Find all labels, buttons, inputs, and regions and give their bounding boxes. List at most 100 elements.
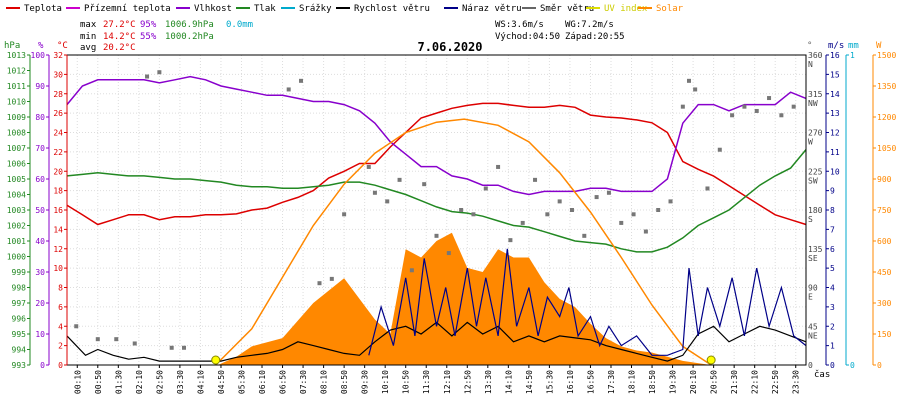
temp-axis-tick-label: 30 [53,70,63,79]
x-axis-tick-label: 17:30 [607,370,616,394]
wind-axis-tick-label: 13 [830,109,840,118]
dir-axis-tick-label: 135 [808,245,823,254]
wind-dir-point [409,268,414,273]
sun-marker [211,355,221,365]
temp-axis-tick-label: 10 [53,264,63,273]
temp-axis-tick-label: 22 [53,148,63,157]
x-axis-tick-label: 09:30 [361,370,370,394]
wind-dir-point [422,182,427,187]
press-axis-tick-label: 1011 [7,82,26,91]
dir-axis-tick-label: 315 [808,90,823,99]
wind-dir-point [329,276,334,281]
solar-axis-tick-label: 600 [877,237,892,246]
temp-axis-tick-label: 12 [53,245,63,254]
temp-axis-tick-label: 4 [58,322,63,331]
wind-dir-point [533,177,538,182]
legend-label: Náraz větru [462,4,522,14]
wind-dir-point [791,104,796,109]
press-axis-tick-label: 1003 [7,206,26,215]
chart-title: 7.06.2020 [417,40,482,54]
wind-axis-tick-label: 12 [830,129,840,138]
hum-axis-tick-label: 90 [35,82,45,91]
wind-dir-point [95,337,100,342]
wind-axis-tick-label: 5 [830,264,835,273]
legend-label: Teplota [24,4,62,14]
x-axis-tick-label: 11:30 [422,370,431,394]
x-axis-tick-label: 04:10 [196,370,205,394]
wind-direction-points [74,70,796,350]
solar-axis-tick-label: 1500 [877,51,896,60]
legend-label: Srážky [299,4,332,14]
solar-area [67,232,806,365]
press-axis-tick-label: 995 [12,330,27,339]
axis-units: hPa % °C ° m/s mm W [4,41,882,51]
wind-dir-point [157,70,162,75]
wind-dir-point [397,177,402,182]
unit-hum: % [38,41,44,51]
dir-axis-tick-sublabel: S [808,215,813,224]
dir-axis-tick-sublabel: NW [808,99,818,108]
hum-axis-tick-label: 80 [35,113,45,122]
stats-max-label: max [80,20,97,30]
x-axis-tick-label: 13:30 [484,370,493,394]
x-axis-tick-label: 02:50 [155,370,164,394]
wind-dir-point [317,281,322,286]
stats-max-press: 1006.9hPa [165,20,214,30]
press-axis-tick-label: 998 [12,284,27,293]
x-axis-tick-label: 16:50 [586,370,595,394]
wind-dir-point [434,233,439,238]
stats-block: max 27.2°C 95% 1006.9hPa 0.0mm min 14.2°… [80,20,625,53]
dir-axis-tick-label: 90 [808,284,818,293]
wind-dir-point [508,238,513,243]
x-axis-tick-label: 06:10 [258,370,267,394]
solar-axis-tick-label: 1050 [877,144,896,153]
legend-label: Tlak [254,4,276,14]
wind-axis-tick-label: 16 [830,51,840,60]
x-axis-tick-label: 03:30 [176,370,185,394]
x-axis-tick-label: 12:50 [463,370,472,394]
stats-avg-label: avg [80,43,96,53]
press-axis-tick-label: 1005 [7,175,26,184]
temp-axis-tick-label: 24 [53,129,63,138]
dir-axis-tick-label: 270 [808,129,823,138]
press-axis-tick-label: 1000 [7,253,26,262]
solar-axis-tick-label: 0 [877,361,882,370]
stats-min-press: 1000.2hPa [165,32,214,42]
wind-dir-point [582,233,587,238]
x-axis-tick-label: 05:30 [237,370,246,394]
series-line [66,321,807,362]
temp-axis-tick-label: 14 [53,225,63,234]
axes: 9939949959969979989991000100110021003100… [7,51,897,394]
legend-label: Rychlost větru [354,4,430,14]
rain-axis-tick-label: 0 [850,361,855,370]
x-axis-tick-label: 21:30 [730,370,739,394]
wind-dir-point [114,337,119,342]
wind-axis-tick-label: 3 [830,303,835,312]
solar-area-path [67,232,806,365]
legend-label: Přízemní teplota [84,4,171,14]
solar-axis-tick-label: 750 [877,206,892,215]
wind-dir-point [730,113,735,118]
wind-dir-point [446,251,451,256]
x-axis-tick-label: 02:10 [135,370,144,394]
stats-ws: WS:3.6m/s [495,20,544,30]
dir-axis-tick-label: 225 [808,167,823,176]
temp-axis-tick-label: 0 [58,361,63,370]
hum-axis-tick-label: 0 [40,361,45,370]
dir-axis-tick-label: 45 [808,322,818,331]
legend: Teplota Přízemní teplota Vlhkost Tlak Srážky… [6,4,684,14]
plot-series [66,75,807,366]
wind-axis-tick-label: 9 [830,187,835,196]
hum-axis-tick-label: 60 [35,175,45,184]
x-axis-tick-label: 22:10 [751,370,760,394]
press-axis-tick-label: 1006 [7,160,26,169]
wind-dir-point [496,164,501,169]
x-axis-tick-label: 14:50 [525,370,534,394]
temp-axis-tick-label: 2 [58,342,63,351]
stats-sunrise: Východ:04:50 [495,32,560,42]
x-axis-label: čas [814,369,830,380]
dir-axis-tick-sublabel: E [808,293,813,302]
press-axis-tick-label: 993 [12,361,27,370]
series-line [368,248,807,356]
